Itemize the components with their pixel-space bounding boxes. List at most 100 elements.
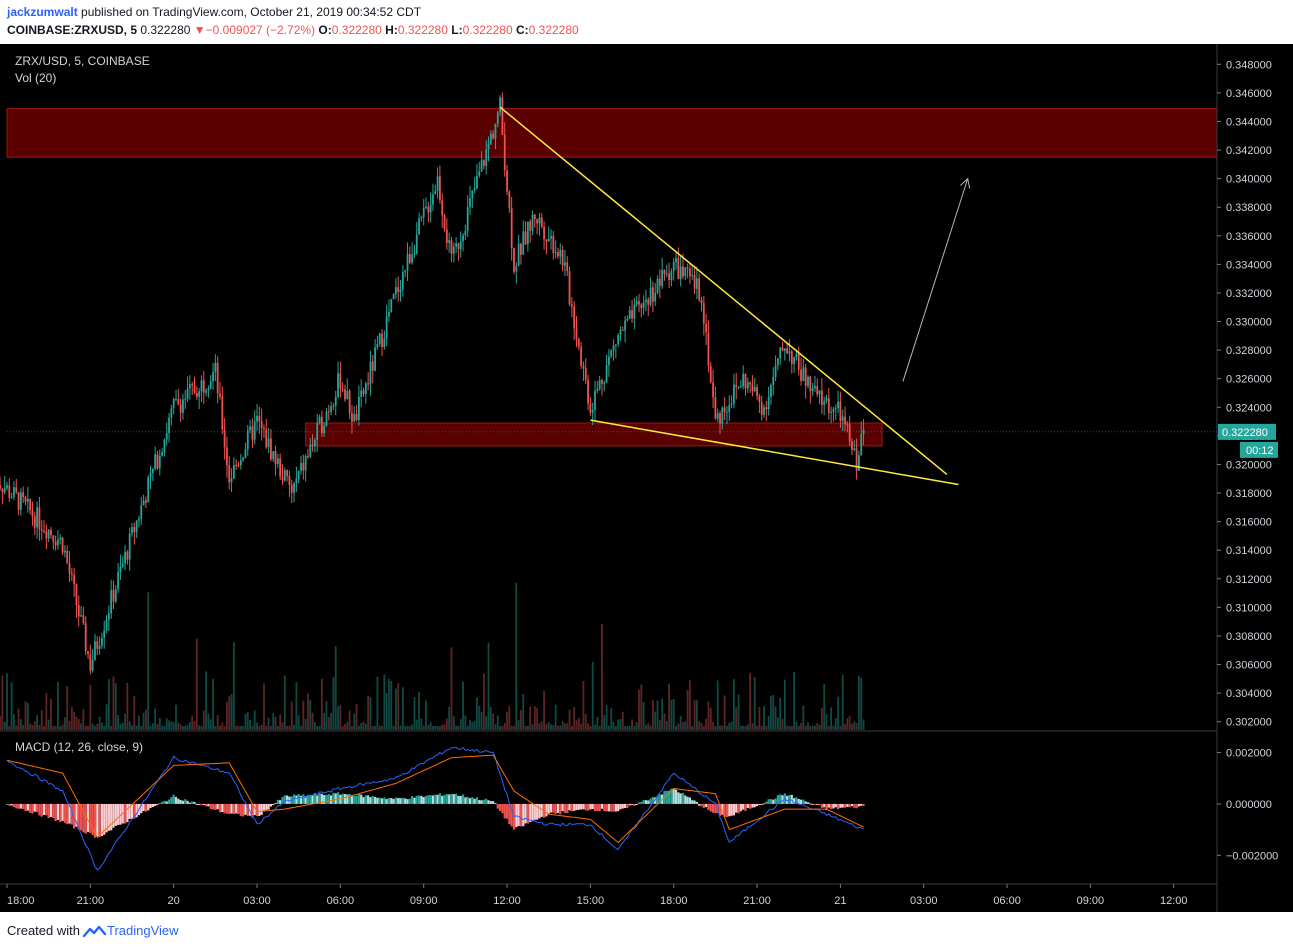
volume-bar-263 bbox=[601, 623, 603, 730]
candle-body-197 bbox=[448, 240, 451, 243]
macd-histogram-bar-185 bbox=[434, 794, 437, 804]
candle-body-364 bbox=[834, 408, 837, 410]
macd-histogram-bar-100 bbox=[237, 803, 240, 815]
volume-bar-146 bbox=[330, 712, 332, 730]
volume-bar-21 bbox=[40, 710, 43, 730]
chart-area[interactable]: 0.348000 0.346000 0.344000 0.342000 0.340000… bbox=[0, 44, 1293, 912]
macd-histogram-bar-187 bbox=[438, 793, 442, 804]
volume-bar-14 bbox=[24, 701, 27, 730]
volume-bar-158 bbox=[357, 725, 360, 730]
candle-body-342 bbox=[783, 348, 786, 351]
macd-histogram-bar-21 bbox=[54, 803, 57, 822]
tradingview-brand[interactable]: TradingView bbox=[106, 923, 179, 938]
macd-histogram-bar-12 bbox=[33, 803, 36, 812]
macd-histogram-bar-82 bbox=[195, 803, 198, 805]
candle-body-117 bbox=[263, 427, 265, 430]
volume-bar-270 bbox=[617, 719, 620, 730]
macd-histogram-bar-177 bbox=[415, 795, 418, 804]
candle-body-331 bbox=[758, 396, 761, 402]
macd-histogram-bar-255 bbox=[596, 803, 599, 812]
volume-bar-102 bbox=[228, 696, 231, 730]
macd-histogram-bar-192 bbox=[450, 793, 453, 804]
candle-body-183 bbox=[415, 234, 418, 254]
author-link[interactable]: jackzumwalt bbox=[7, 5, 78, 19]
volume-bar-50 bbox=[107, 679, 110, 730]
candle-body-116 bbox=[260, 421, 263, 428]
volume-bar-133 bbox=[300, 725, 302, 730]
volume-bar-121 bbox=[272, 712, 275, 730]
candle-body-278 bbox=[635, 301, 638, 305]
volume-bar-328 bbox=[751, 722, 754, 730]
volume-bar-212 bbox=[482, 673, 485, 730]
macd-legend[interactable]: MACD (12, 26, close, 9) bbox=[15, 740, 143, 754]
candle-body-39 bbox=[82, 615, 85, 623]
macd-histogram-bar-199 bbox=[466, 796, 469, 804]
macd-histogram-bar-322 bbox=[751, 803, 754, 808]
volume-bar-154 bbox=[348, 710, 351, 730]
volume-bar-354 bbox=[811, 725, 814, 730]
candle-body-258 bbox=[589, 403, 592, 413]
volume-bar-182 bbox=[413, 697, 416, 730]
volume-bar-24 bbox=[47, 719, 50, 730]
candle-body-341 bbox=[781, 347, 784, 351]
volume-bar-27 bbox=[54, 725, 57, 730]
candle-body-366 bbox=[839, 401, 842, 421]
volume-bar-174 bbox=[395, 688, 397, 730]
volume-bar-313 bbox=[716, 680, 719, 730]
volume-bar-181 bbox=[411, 724, 414, 730]
volume-legend[interactable]: Vol (20) bbox=[15, 71, 56, 85]
macd-histogram-bar-207 bbox=[485, 798, 488, 804]
macd-histogram-bar-114 bbox=[269, 803, 273, 807]
candle-body-233 bbox=[531, 214, 534, 231]
macd-histogram-bar-251 bbox=[586, 803, 590, 811]
candle-body-11 bbox=[17, 492, 20, 510]
candle-body-3 bbox=[0, 485, 1, 489]
macd-histogram-bar-238 bbox=[556, 803, 560, 813]
candle-body-227 bbox=[517, 243, 520, 266]
volume-bar-231 bbox=[526, 725, 529, 730]
volume-bar-264 bbox=[603, 714, 606, 730]
candle-body-75 bbox=[165, 433, 168, 440]
candle-body-340 bbox=[779, 347, 782, 359]
volume-bar-240 bbox=[547, 721, 550, 730]
candle-body-32 bbox=[66, 550, 69, 563]
macd-histogram-bar-190 bbox=[445, 794, 448, 804]
macd-histogram-bar-323 bbox=[753, 803, 756, 808]
candle-body-327 bbox=[749, 382, 752, 385]
candle-body-358 bbox=[820, 390, 823, 405]
volume-bar-304 bbox=[695, 700, 698, 730]
volume-bar-210 bbox=[478, 705, 481, 730]
candle-body-193 bbox=[439, 176, 441, 201]
volume-bar-258 bbox=[589, 725, 592, 730]
volume-bar-350 bbox=[802, 705, 805, 730]
macd-histogram-bar-198 bbox=[464, 797, 467, 804]
volume-bar-89 bbox=[198, 725, 201, 730]
macd-histogram-bar-143 bbox=[336, 792, 340, 804]
high-label: H: bbox=[385, 23, 398, 37]
volume-bar-374 bbox=[858, 675, 860, 730]
volume-bar-221 bbox=[503, 723, 506, 730]
symbol-legend[interactable]: ZRX/USD, 5, COINBASE bbox=[15, 54, 150, 68]
macd-histogram-bar-150 bbox=[353, 795, 356, 804]
macd-histogram-bar-49 bbox=[119, 803, 122, 825]
candle-body-202 bbox=[459, 241, 462, 250]
macd-histogram-bar-266 bbox=[621, 803, 624, 809]
volume-bar-54 bbox=[117, 714, 120, 730]
candle-body-161 bbox=[364, 383, 367, 394]
candle-body-144 bbox=[325, 411, 328, 427]
macd-histogram-bar-162 bbox=[380, 798, 384, 804]
macd-histogram-bar-120 bbox=[283, 795, 286, 804]
volume-bar-357 bbox=[818, 724, 821, 730]
volume-bar-220 bbox=[501, 725, 504, 730]
candle-body-298 bbox=[682, 266, 684, 277]
candle-body-67 bbox=[147, 477, 150, 503]
candle-body-289 bbox=[661, 269, 664, 286]
candle-body-198 bbox=[450, 240, 453, 254]
candle-body-239 bbox=[545, 239, 548, 242]
volume-bar-70 bbox=[154, 708, 157, 730]
candle-body-100 bbox=[223, 429, 226, 448]
candle-body-148 bbox=[334, 396, 337, 406]
volume-bar-142 bbox=[320, 678, 323, 730]
chart-svg[interactable]: 0.348000 0.346000 0.344000 0.342000 0.340000… bbox=[0, 44, 1293, 912]
volume-bar-355 bbox=[814, 725, 816, 730]
